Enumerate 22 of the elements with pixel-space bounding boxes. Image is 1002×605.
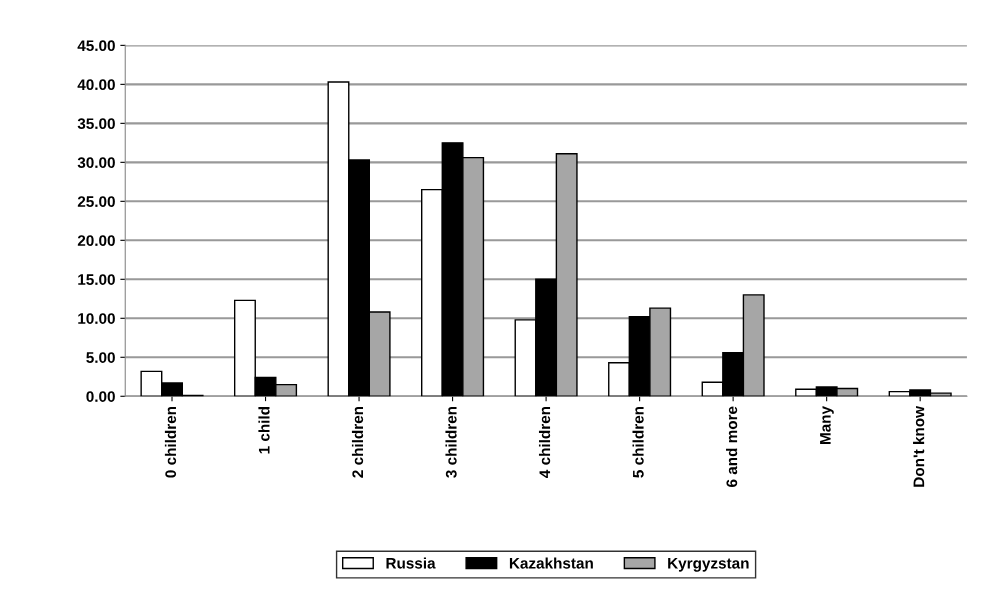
y-tick-label: 15.00 — [78, 274, 115, 285]
legend-label: Russia — [386, 557, 436, 569]
y-tick-label: 40.00 — [77, 79, 115, 91]
legend-label: Kyrgyzstan — [668, 557, 749, 572]
y-tick-label: 0.00 — [86, 391, 115, 402]
x-tick-label: 0 children — [164, 406, 177, 478]
legend-label: Kazakhstan — [509, 557, 593, 569]
x-tick-label: 5 children — [632, 406, 644, 478]
x-tick-label: 1 child — [258, 407, 270, 454]
x-tick-label: 6 and more — [726, 406, 738, 487]
y-tick-label: 25.00 — [77, 196, 115, 208]
y-tick-label: 5.00 — [86, 352, 115, 363]
y-tick-label: 30.00 — [77, 157, 115, 169]
x-tick-label: Many — [820, 406, 834, 445]
x-tick-label: Don't know — [913, 405, 925, 487]
x-tick-label: 4 children — [538, 406, 551, 478]
x-tick-label: 3 children — [445, 406, 457, 478]
y-tick-label: 10.00 — [78, 313, 115, 324]
x-tick-label: 2 children — [351, 406, 364, 478]
y-tick-label: 35.00 — [77, 118, 115, 130]
y-tick-label: 20.00 — [77, 235, 115, 247]
y-tick-label: 45.00 — [77, 40, 115, 52]
